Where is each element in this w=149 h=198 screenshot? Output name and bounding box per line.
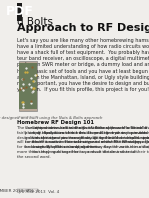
Text: NOVEMBER 2013  VOL. 4: NOVEMBER 2013 VOL. 4: [0, 189, 38, 193]
Text: Let's say you are like many other homebrewing hams ... you might
have a limited : Let's say you are like many other homebr…: [17, 38, 149, 92]
Text: PDF: PDF: [6, 5, 34, 18]
Text: Homebrew RF Design 101: Homebrew RF Design 101: [17, 120, 95, 125]
Text: QRP/CW 2013  Vol. 4: QRP/CW 2013 Vol. 4: [17, 189, 60, 193]
Text: Approach to RF Design: Approach to RF Design: [17, 23, 149, 33]
FancyBboxPatch shape: [17, 3, 22, 21]
FancyBboxPatch shape: [19, 61, 37, 111]
Text: d Bolts: d Bolts: [17, 17, 53, 27]
Text: Components used in design of transceiver, and because of the chang-
eing capabil: Components used in design of transceiver…: [32, 126, 149, 154]
Text: 2: 2: [27, 189, 29, 193]
FancyBboxPatch shape: [19, 63, 37, 109]
Text: Our other sources is based on a traditional flows of a "Brick" building
block of: Our other sources is based on a traditio…: [25, 126, 149, 149]
Text: 5.0 MHz CW Transceiver designed and built using the Nuts & Bolts approach: 5.0 MHz CW Transceiver designed and buil…: [0, 116, 103, 120]
Text: The conceptual ideas behind the Nut & Bolts approach to be radio are
fairly simp: The conceptual ideas behind the Nut & Bo…: [17, 126, 149, 159]
